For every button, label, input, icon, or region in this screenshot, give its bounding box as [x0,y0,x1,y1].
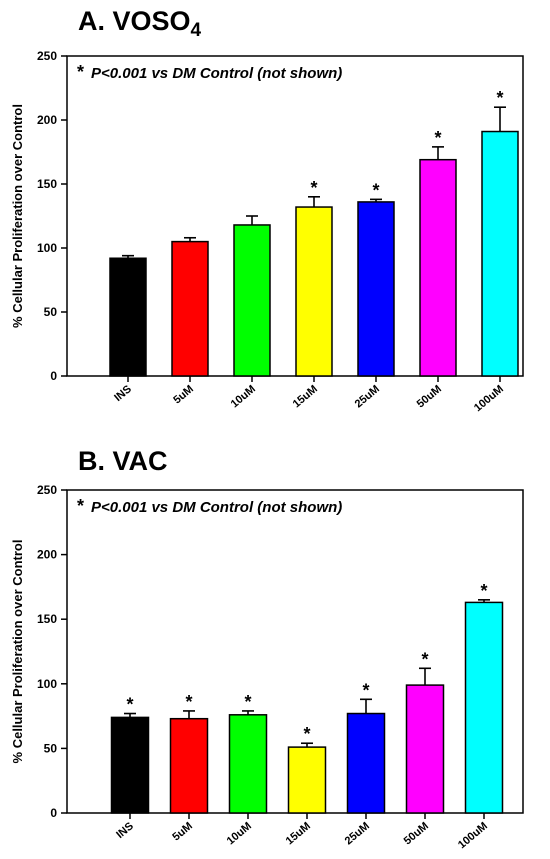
chart-a-category-label: 5uM [171,383,196,406]
chart-a-title-subscript: 4 [190,20,202,41]
chart-a-category-label: 25uM [353,383,382,410]
chart-a-category-label: 10uM [229,383,258,410]
chart-b-significance-star: * [480,581,487,601]
chart-a-significance-star: * [496,88,503,108]
chart-a-bar-100um [481,130,519,377]
chart-b-y-tick-label: 50 [44,741,58,755]
chart-a-y-tick-label: 100 [37,241,57,255]
chart-b-bar-10um [228,714,268,814]
chart-b-note-star: * [77,496,84,516]
chart-a-y-tick-label: 50 [44,305,58,319]
chart-b-significance-star: * [244,692,251,712]
chart-b-category-label: 5uM [170,820,195,843]
chart-a-bar-50um [419,158,457,377]
chart-a-bar-5um [171,240,209,377]
chart-a-y-tick-label: 200 [37,113,57,127]
chart-b-significance-star: * [126,695,133,715]
chart-b-category-label: 10uM [225,820,254,847]
chart-a-title: A. VOSO4 [78,6,201,42]
chart-a-significance-star: * [372,180,379,200]
chart-b-bar-50um [405,684,445,814]
chart-b-y-tick-label: 100 [37,677,57,691]
chart-b-y-tick-label: 150 [37,612,57,626]
chart-a-category-label: 15uM [291,383,320,410]
chart-b-y-tick-label: 0 [50,806,57,820]
chart-b-significance-star: * [185,692,192,712]
chart-a-y-tick-label: 250 [37,49,57,63]
chart-a-category-label: 50uM [415,383,444,410]
chart-a-y-tick-label: 150 [37,177,57,191]
chart-b-title: B. VAC [78,446,168,477]
chart-a-y-axis-label: % Cellular Proliferation over Control [10,104,25,328]
chart-b-y-tick-label: 250 [37,483,57,497]
chart-b-bar-5um [169,717,209,814]
chart-a-plot-frame [66,55,524,377]
chart-b-bar-100um [464,601,504,814]
chart-b-category-label: 100uM [456,820,490,851]
chart-b-category-label: INS [114,820,136,841]
chart-b-significance-star: * [421,649,428,669]
chart-a-y-tick-label: 0 [50,369,57,383]
chart-a-bar-10um [233,224,271,377]
chart-b-title-main: B. VAC [78,446,168,476]
chart-a-category-label: 100uM [472,383,506,414]
chart-b-significance-star: * [303,724,310,744]
chart-b-bar-ins [110,716,150,814]
chart-a-bar-15um [295,206,333,377]
chart-a-significance-star: * [434,128,441,148]
chart-a-note-star: * [77,62,84,82]
chart-a-bar-25um [357,201,395,377]
chart-a-note: P<0.001 vs DM Control (not shown) [91,65,342,82]
chart-b-bar-25um [346,712,386,814]
chart-b-note: P<0.001 vs DM Control (not shown) [91,499,342,516]
chart-b-category-label: 15uM [284,820,313,847]
chart-b-y-tick-label: 200 [37,548,57,562]
chart-b-category-label: 50uM [402,820,431,847]
chart-a-bar-ins [109,257,147,377]
chart-b-category-label: 25uM [343,820,372,847]
chart-b-bar-15um [287,746,327,814]
chart-a-category-label: INS [112,383,134,404]
chart-a-significance-star: * [310,178,317,198]
chart-a-title-main: A. VOSO [78,6,191,36]
chart-b-y-axis-label: % Cellular Proliferation over Control [10,540,25,764]
chart-b-significance-star: * [362,680,369,700]
